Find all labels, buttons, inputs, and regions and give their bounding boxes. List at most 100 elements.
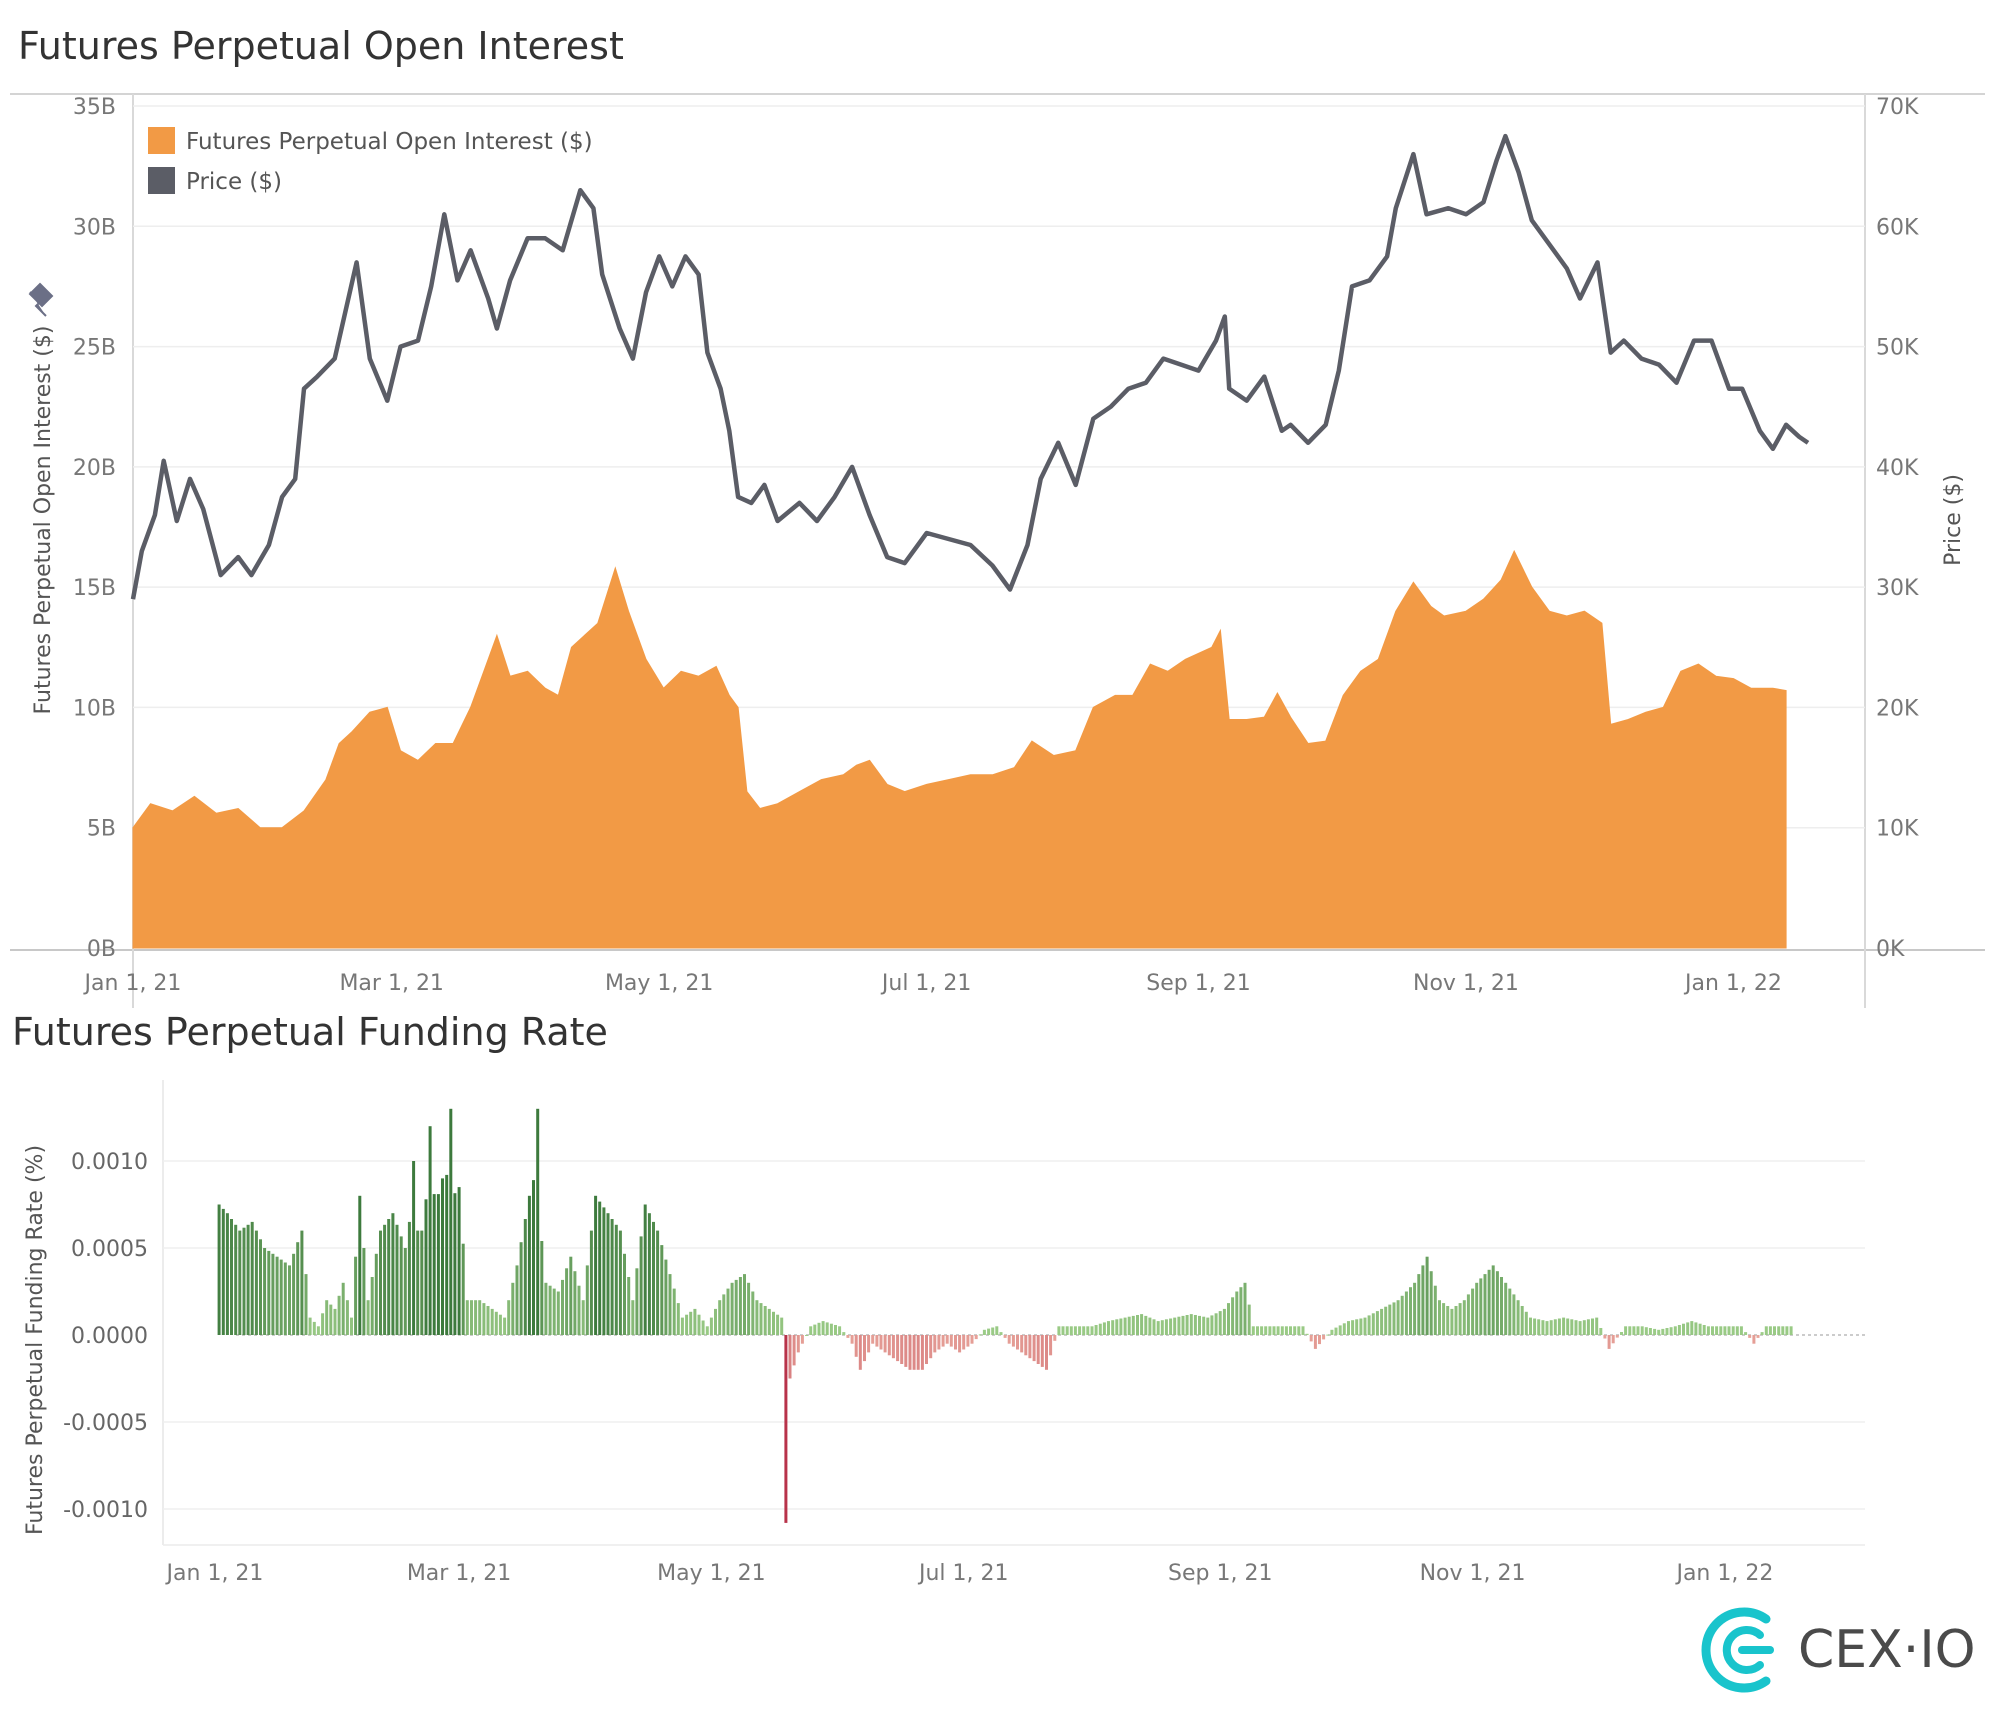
funding-bar	[1553, 1319, 1557, 1335]
funding-bar	[1115, 1319, 1119, 1335]
funding-bar	[1425, 1256, 1429, 1335]
funding-bar	[1764, 1326, 1768, 1335]
funding-bar	[449, 1108, 453, 1335]
funding-bar	[842, 1332, 846, 1335]
funding-bar	[1131, 1315, 1135, 1335]
funding-bar	[1433, 1285, 1437, 1335]
funding-bar	[527, 1195, 531, 1335]
funding-bar	[1541, 1320, 1545, 1335]
funding-bar	[1479, 1278, 1483, 1335]
funding-bar	[714, 1308, 717, 1335]
funding-bar	[337, 1295, 341, 1335]
funding-bar	[279, 1259, 283, 1335]
x-tick-label: May 1, 21	[605, 971, 713, 996]
funding-bar	[379, 1230, 382, 1335]
open-interest-x-ticks: Jan 1, 21 Mar 1, 21 May 1, 21 Jul 1, 21 Sep …	[83, 971, 1782, 996]
funding-bar	[809, 1326, 813, 1335]
funding-y-axis-label: Futures Perpetual Funding Rate (%)	[23, 1145, 48, 1535]
funding-bar	[1057, 1326, 1061, 1335]
funding-bar	[1164, 1319, 1168, 1335]
funding-x-ticks: Jan 1, 21 Mar 1, 21 May 1, 21 Jul 1, 21 Sep …	[165, 1561, 1774, 1586]
funding-bar	[1400, 1295, 1404, 1335]
funding-bar	[1206, 1317, 1210, 1335]
right-tick-label: 10K	[1876, 817, 1919, 842]
funding-bar	[1268, 1326, 1272, 1335]
funding-bar	[1313, 1335, 1317, 1349]
funding-bar	[1260, 1326, 1264, 1335]
funding-bar	[1334, 1327, 1338, 1335]
right-tick-label: 60K	[1876, 215, 1919, 240]
funding-bar	[490, 1308, 494, 1335]
funding-bar	[1359, 1318, 1363, 1335]
funding-bar	[1123, 1317, 1127, 1335]
funding-bar	[474, 1300, 478, 1335]
funding-bar	[618, 1230, 622, 1335]
funding-bar	[1578, 1321, 1582, 1335]
funding-bar	[1557, 1318, 1561, 1335]
funding-bar	[863, 1335, 866, 1362]
x-tick-label: Sep 1, 21	[1168, 1561, 1272, 1586]
funding-bar	[391, 1213, 395, 1335]
open-interest-right-ticks: 0K 10K 20K 30K 40K 50K 60K 70K	[1876, 95, 1919, 962]
funding-bar	[1711, 1326, 1714, 1335]
price-line	[130, 133, 1810, 600]
funding-bar	[1152, 1319, 1156, 1335]
funding-bar	[623, 1253, 626, 1335]
funding-bar	[697, 1314, 701, 1335]
funding-bar	[1045, 1335, 1048, 1370]
funding-bar	[755, 1300, 759, 1335]
funding-bar	[767, 1308, 771, 1335]
legend-label: Futures Perpetual Open Interest ($)	[186, 129, 593, 155]
funding-bar	[461, 1243, 465, 1335]
funding-bar	[511, 1282, 515, 1335]
funding-bar	[1429, 1271, 1433, 1335]
x-tick-label: Jan 1, 21	[83, 971, 182, 996]
funding-bar	[1185, 1315, 1189, 1335]
funding-bar	[896, 1335, 900, 1362]
funding-bar	[1107, 1321, 1110, 1335]
funding-bar	[1702, 1325, 1706, 1335]
funding-bar	[900, 1335, 904, 1364]
funding-bar	[329, 1304, 333, 1335]
funding-bar	[1309, 1335, 1313, 1342]
funding-bar	[772, 1311, 775, 1335]
funding-bar	[1673, 1326, 1677, 1335]
funding-bar	[1475, 1282, 1479, 1335]
funding-bar	[647, 1213, 651, 1335]
funding-bar	[494, 1311, 498, 1335]
funding-bar	[565, 1268, 569, 1335]
funding-bar	[333, 1308, 337, 1335]
funding-bar	[1301, 1326, 1305, 1335]
funding-bar	[1574, 1320, 1578, 1335]
funding-bar	[1193, 1315, 1197, 1335]
funding-bar	[614, 1224, 618, 1335]
funding-bar	[1744, 1332, 1748, 1335]
funding-bar	[1706, 1326, 1710, 1335]
funding-bar	[730, 1282, 734, 1335]
right-tick-label: 70K	[1876, 95, 1919, 120]
funding-bar	[416, 1230, 420, 1335]
funding-bar	[354, 1256, 358, 1335]
funding-bar	[1591, 1318, 1594, 1335]
funding-bar	[366, 1300, 370, 1335]
funding-bar	[1524, 1311, 1528, 1335]
left-tick-label: 25B	[73, 336, 116, 361]
funding-bar	[1760, 1332, 1764, 1335]
funding-bar	[1686, 1322, 1690, 1335]
funding-bar	[1752, 1335, 1756, 1344]
funding-bar	[1607, 1335, 1611, 1349]
funding-bar	[598, 1201, 602, 1335]
funding-bar	[420, 1230, 424, 1335]
left-tick-label: 10B	[73, 696, 116, 721]
funding-bar	[498, 1314, 502, 1335]
funding-bar	[1347, 1321, 1350, 1335]
funding-bar	[1065, 1326, 1069, 1335]
funding-bar	[1049, 1335, 1053, 1356]
funding-bar	[246, 1224, 250, 1335]
left-axis-label: Futures Perpetual Open Interest ($)	[31, 326, 56, 715]
funding-bar	[722, 1294, 726, 1335]
funding-bar	[478, 1300, 482, 1335]
funding-bars	[217, 1108, 1793, 1523]
funding-bar	[1367, 1315, 1371, 1335]
funding-bar	[436, 1194, 440, 1335]
